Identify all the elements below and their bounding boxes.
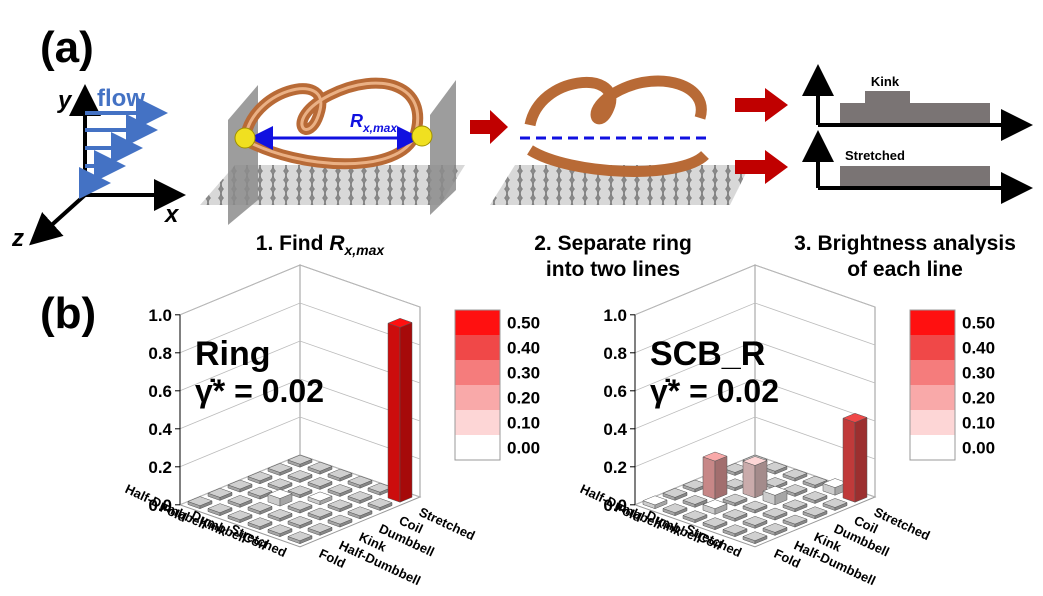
chart-title: Ring bbox=[195, 335, 271, 373]
colorbar-label: 0.00 bbox=[507, 439, 540, 458]
colorbar-label: 0.20 bbox=[962, 389, 995, 408]
bar-face bbox=[715, 456, 727, 499]
step-caption: 2. Separate ring bbox=[534, 232, 692, 255]
colorbar-swatch bbox=[455, 385, 500, 410]
z-tick-label: 0.2 bbox=[603, 458, 627, 477]
bar-face bbox=[855, 418, 867, 503]
y-category-label: Stretched bbox=[417, 504, 478, 543]
z-tick-label: 0.6 bbox=[148, 382, 172, 401]
bar-face bbox=[703, 457, 715, 499]
bar3d-chart: 0.00.20.40.60.81.0FoldHalf-DumbbellKinkD… bbox=[578, 265, 995, 588]
z-tick-label: 1.0 bbox=[148, 306, 172, 325]
step-caption: of each line bbox=[847, 258, 963, 281]
colorbar-label: 0.00 bbox=[962, 439, 995, 458]
step-caption: into two lines bbox=[546, 258, 680, 281]
axis-label: y bbox=[57, 87, 73, 114]
step-text: 1. Find bbox=[256, 232, 324, 255]
ring-schematic bbox=[490, 81, 750, 205]
annotation: γ̇* = 0.02 bbox=[650, 373, 779, 409]
step-caption: 3. Brightness analysis bbox=[794, 232, 1016, 255]
colorbar-label: 0.30 bbox=[962, 364, 995, 383]
arrow bbox=[735, 88, 788, 122]
symbol: R bbox=[329, 232, 345, 255]
bar bbox=[388, 318, 412, 502]
panel-label: (b) bbox=[40, 289, 96, 338]
z-tick-label: 0.4 bbox=[603, 420, 627, 439]
colorbar-swatch bbox=[455, 360, 500, 385]
axis-label: x bbox=[163, 201, 180, 228]
colorbar-swatch bbox=[910, 335, 955, 360]
subscript: x,max bbox=[343, 242, 385, 258]
colorbar-label: 0.40 bbox=[962, 339, 995, 358]
panel-label: (a) bbox=[40, 23, 94, 72]
axes-icon bbox=[35, 92, 178, 240]
subscript: x,max bbox=[362, 121, 398, 135]
symbol: R bbox=[350, 111, 363, 131]
colorbar-swatch bbox=[455, 435, 500, 460]
profile-label: Kink bbox=[871, 74, 900, 89]
annotation: γ̇* = 0.02 bbox=[195, 373, 324, 409]
y-category-label: Stretched bbox=[872, 504, 933, 543]
colorbar-swatch bbox=[455, 310, 500, 335]
arrow bbox=[470, 110, 508, 144]
z-tick-label: 0.2 bbox=[148, 458, 172, 477]
z-tick-label: 0.4 bbox=[148, 420, 172, 439]
bar-face bbox=[843, 418, 855, 502]
bar bbox=[703, 452, 727, 499]
z-tick-label: 0.8 bbox=[603, 344, 627, 363]
z-tick-label: 0.8 bbox=[148, 344, 172, 363]
colorbar-swatch bbox=[455, 335, 500, 360]
colorbar-swatch bbox=[910, 385, 955, 410]
bar-face bbox=[388, 323, 400, 502]
colorbar-swatch bbox=[455, 410, 500, 435]
colorbar-label: 0.50 bbox=[507, 314, 540, 333]
profile-label: Stretched bbox=[845, 148, 905, 163]
ring-schematic bbox=[200, 80, 465, 225]
colorbar-label: 0.40 bbox=[507, 339, 540, 358]
flow-label: flow bbox=[97, 85, 145, 112]
axis-label: z bbox=[11, 225, 24, 252]
bar-face bbox=[400, 323, 412, 503]
bar-face bbox=[743, 461, 755, 498]
profile-plot bbox=[818, 72, 1025, 188]
figure: (a) y flow x z Rx,max 1. Find Rx,max 2. … bbox=[0, 0, 1043, 596]
colorbar-swatch bbox=[910, 360, 955, 385]
colorbar-label: 0.30 bbox=[507, 364, 540, 383]
step-caption: 1. Find Rx,max bbox=[256, 232, 386, 258]
colorbar-swatch bbox=[910, 435, 955, 460]
chart-title: SCB_R bbox=[650, 335, 765, 373]
colorbar-label: 0.10 bbox=[507, 414, 540, 433]
z-tick-label: 1.0 bbox=[603, 306, 627, 325]
colorbar-swatch bbox=[910, 310, 955, 335]
colorbar-label: 0.20 bbox=[507, 389, 540, 408]
bar bbox=[843, 413, 867, 502]
bar3d-chart: 0.00.20.40.60.81.0FoldHalf-DumbbellKinkD… bbox=[123, 265, 540, 588]
distance-label: Rx,max bbox=[350, 111, 398, 135]
colorbar-label: 0.10 bbox=[962, 414, 995, 433]
colorbar-label: 0.50 bbox=[962, 314, 995, 333]
colorbar-swatch bbox=[910, 410, 955, 435]
z-tick-label: 0.6 bbox=[603, 382, 627, 401]
